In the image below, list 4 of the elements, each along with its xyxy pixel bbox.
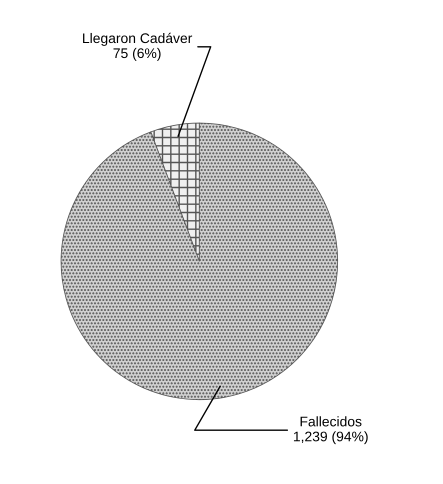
data-label: 75 (6%) xyxy=(114,48,161,61)
slice-label: Fallecidos xyxy=(300,416,362,426)
slice-label: Llegaron Cadáver xyxy=(83,32,192,46)
data-label: 1,239 (94%) xyxy=(294,431,368,444)
